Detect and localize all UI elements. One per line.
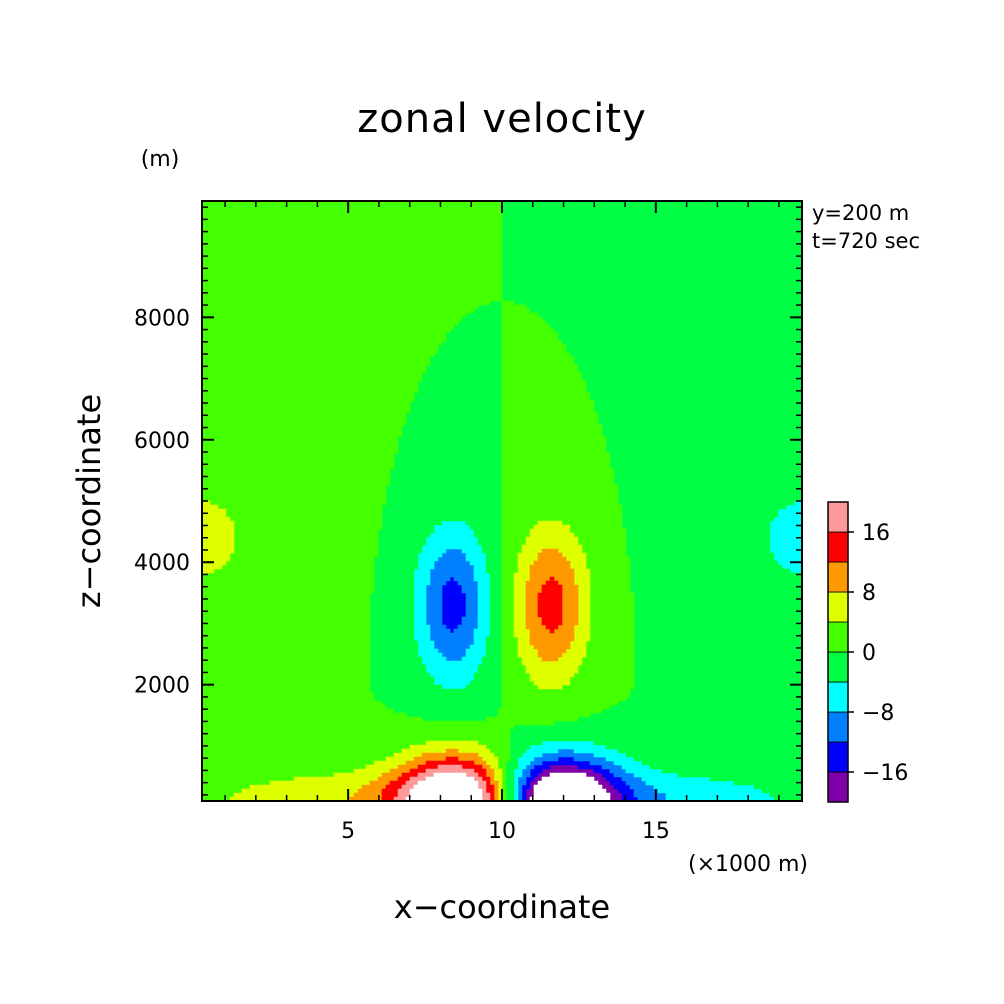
colorbar-swatch--20-to--16 — [827, 771, 849, 803]
contour-plot-area — [201, 200, 803, 802]
colorbar-swatch-0-to-4 — [827, 621, 849, 653]
colorbar-tick-label: −8 — [862, 701, 894, 726]
colorbar-swatch-8-to-12 — [827, 561, 849, 593]
colorbar-tick-label: 16 — [862, 521, 890, 546]
colorbar-tick-label: 0 — [862, 641, 876, 666]
y-axis-title: z−coordinate — [70, 394, 108, 608]
annotation-y: y=200 m — [812, 201, 909, 225]
y-tick-label: 4000 — [134, 551, 190, 576]
colorbar-swatch-16-to-20 — [827, 501, 849, 533]
y-tick-label: 6000 — [134, 429, 190, 454]
annotation-t: t=720 sec — [812, 229, 920, 253]
colorbar-tick-label: −16 — [862, 761, 908, 786]
y-tick-label: 2000 — [134, 674, 190, 699]
contour-band-0-to-4 — [201, 200, 635, 802]
x-tick-label: 15 — [642, 819, 670, 844]
x-axis-title: x−coordinate — [394, 888, 610, 926]
y-axis-ticks: 2000 4000 6000 8000 — [134, 306, 802, 699]
colorbar-ticks: −16 −8 0 8 16 — [848, 521, 908, 786]
colorbar-swatch-12-to-16 — [827, 531, 849, 563]
y-tick-label: 8000 — [134, 306, 190, 331]
contour-band--8-to--4 — [413, 500, 803, 802]
colorbar-swatch--8-to--4 — [827, 681, 849, 713]
colorbar-swatch--12-to--8 — [827, 711, 849, 743]
y-unit-label: (m) — [141, 147, 180, 172]
x-axis-ticks: 5 10 15 — [341, 201, 670, 844]
y-minor-ticks — [202, 206, 802, 796]
x-unit-label: (×1000 m) — [688, 852, 808, 877]
colorbar-swatch--16-to--12 — [827, 741, 849, 773]
colorbar-swatch-4-to-8 — [827, 591, 849, 623]
x-minor-ticks — [224, 201, 780, 801]
colorbar-tick-label: 8 — [862, 581, 876, 606]
x-tick-label: 10 — [488, 819, 516, 844]
chart-title: zonal velocity — [357, 96, 647, 142]
colorbar — [827, 501, 849, 803]
x-tick-label: 5 — [341, 819, 355, 844]
colorbar-swatch--4-to-0 — [827, 651, 849, 683]
